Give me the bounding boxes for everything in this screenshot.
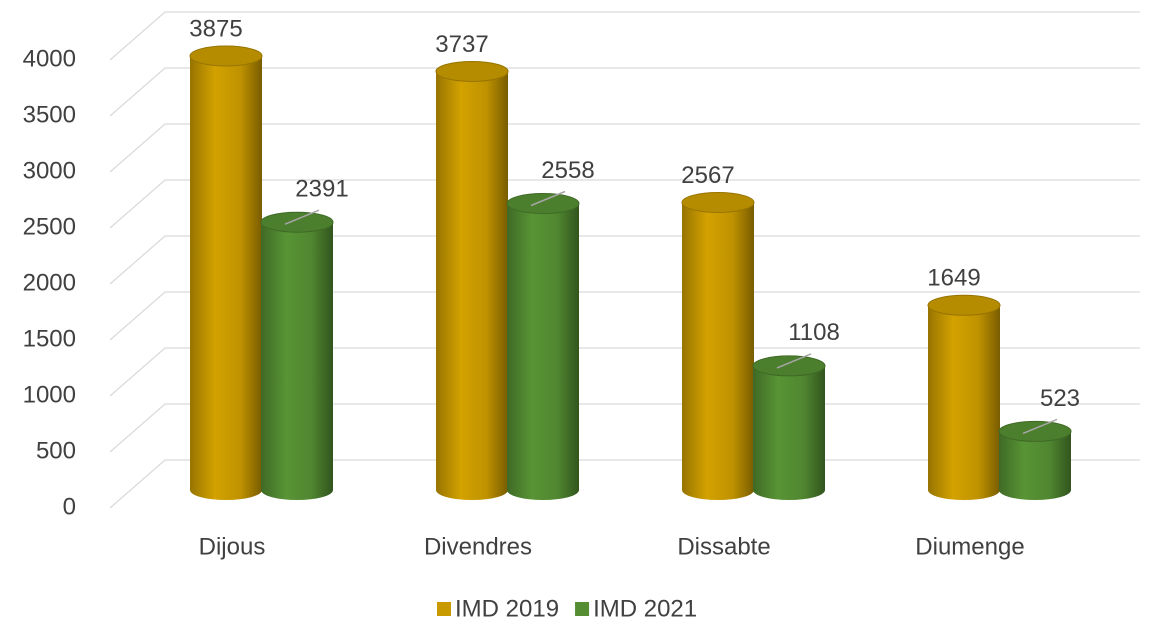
cylinder xyxy=(435,60,509,500)
cylinder xyxy=(506,193,580,500)
y-tick-label: 4000 xyxy=(23,45,76,72)
legend-label: IMD 2019 xyxy=(455,595,559,622)
x-tick-label: Dissabte xyxy=(677,533,770,560)
cylinder-top xyxy=(927,294,1001,316)
bar xyxy=(436,71,508,491)
y-tick-label: 500 xyxy=(36,437,76,464)
data-label: 2391 xyxy=(295,176,348,203)
data-label: 1649 xyxy=(927,265,980,292)
cylinder xyxy=(752,355,826,500)
cylinder-top xyxy=(189,45,263,67)
grid-line xyxy=(109,123,1140,173)
y-tick-label: 2500 xyxy=(23,213,76,240)
bar xyxy=(190,56,262,490)
grid-line xyxy=(109,67,1140,117)
data-label: 523 xyxy=(1040,385,1080,412)
cylinder-top xyxy=(260,211,334,233)
cylinder xyxy=(260,211,334,500)
y-tick-label: 3000 xyxy=(23,157,76,184)
data-label: 2567 xyxy=(681,162,734,189)
cylinder-top xyxy=(435,60,509,82)
x-tick-label: Divendres xyxy=(424,533,532,560)
cylinder-top xyxy=(998,420,1072,442)
data-label: 3875 xyxy=(189,15,242,42)
cylinder-top xyxy=(752,355,826,377)
y-tick-label: 2000 xyxy=(23,269,76,296)
cylinder-top xyxy=(681,191,755,213)
y-tick-label: 1500 xyxy=(23,325,76,352)
x-tick-label: Dijous xyxy=(199,533,266,560)
grid-line xyxy=(109,11,1140,61)
bar xyxy=(682,202,754,490)
bar xyxy=(928,305,1000,490)
grid-line xyxy=(109,347,1140,397)
bar xyxy=(753,365,825,490)
leader-line xyxy=(284,209,320,225)
cylinder xyxy=(681,191,755,500)
grid-line xyxy=(109,179,1140,229)
grid-line xyxy=(109,235,1140,285)
grid-line xyxy=(109,291,1140,341)
cylinder-top xyxy=(506,193,580,215)
leader-line xyxy=(530,190,566,207)
legend-swatch xyxy=(437,602,451,616)
legend-swatch xyxy=(575,602,590,616)
x-tick-label: Diumenge xyxy=(915,533,1024,560)
y-tick-label: 0 xyxy=(63,493,76,520)
cylinder xyxy=(927,294,1001,500)
data-label: 3737 xyxy=(435,31,488,58)
y-tick-label: 3500 xyxy=(23,101,76,128)
bar xyxy=(261,222,333,490)
cylinder xyxy=(189,45,263,500)
cylinder xyxy=(998,420,1072,500)
data-label: 2558 xyxy=(541,157,594,184)
y-tick-label: 1000 xyxy=(23,381,76,408)
bar xyxy=(507,203,579,490)
data-label: 1108 xyxy=(788,319,840,346)
leader-line xyxy=(776,353,812,369)
legend-label: IMD 2021 xyxy=(593,595,697,622)
leader-line xyxy=(1022,418,1058,435)
